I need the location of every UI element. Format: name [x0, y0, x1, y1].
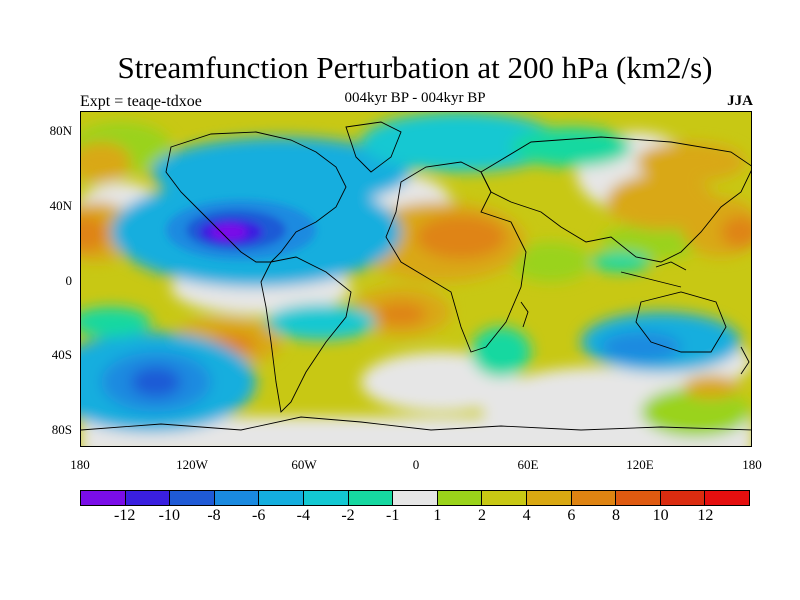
colorbar-tick-label: 2: [478, 507, 486, 524]
colorbar-tick-label: -8: [207, 507, 221, 524]
colorbar-swatch: [615, 491, 660, 505]
experiment-label: Expt = teaqe-tdxoe: [80, 93, 202, 110]
colorbar-swatch: [436, 491, 482, 505]
y-tick-label: 40S: [51, 347, 72, 362]
caribbean-low: [166, 200, 316, 260]
colorbar-tick-label: -2: [341, 507, 355, 524]
x-tick-label: 120W: [176, 457, 208, 472]
season-label: JJA: [727, 93, 753, 109]
colorbar-swatch: [347, 491, 393, 505]
colorbar-swatch: [704, 491, 749, 505]
colorbar-swatch: [213, 491, 259, 505]
map-panel: [80, 111, 752, 447]
colorbar-tick-label: 4: [522, 507, 531, 524]
map-svg: [81, 112, 751, 446]
y-tick-label: 80S: [51, 422, 72, 437]
colorbar-swatch: [81, 491, 125, 505]
colorbar-tick-label: -1: [385, 507, 400, 524]
x-tick-label: 120E: [626, 457, 654, 472]
colorbar-swatch: [124, 491, 170, 505]
colorbar-tick-label: -10: [158, 507, 180, 524]
colorbar-tick-label: 8: [612, 507, 620, 524]
x-tick-label: 60W: [291, 457, 317, 472]
colorbar-swatch: [392, 491, 437, 505]
y-tick-label: 80N: [49, 123, 72, 138]
colorbar-tick-label: -12: [113, 507, 136, 524]
plot-subtitle: 004kyr BP - 004kyr BP: [344, 90, 486, 106]
x-tick-label: 180: [70, 457, 90, 472]
y-tick-label: 0: [65, 273, 73, 288]
x-tick-label: 180: [742, 457, 762, 472]
colorbar-tick-label: 6: [567, 507, 576, 524]
colorbar: [80, 490, 750, 506]
colorbar-tick-label: 1: [433, 507, 442, 524]
colorbar-tick-label: -4: [296, 507, 310, 524]
plot-title: Streamfunction Perturbation at 200 hPa (…: [117, 50, 713, 85]
x-tick-label: 60E: [517, 457, 539, 472]
colorbar-swatch: [481, 491, 526, 505]
colorbar-swatch: [525, 491, 571, 505]
colorbar-swatch: [570, 491, 616, 505]
x-tick-label: 0: [412, 457, 420, 472]
colorbar-swatch: [258, 491, 303, 505]
y-tick-label: 40N: [49, 198, 72, 213]
colorbar-tick-label: 12: [697, 507, 714, 524]
colorbar-tick-label: -6: [251, 507, 266, 524]
colorbar-tick-label: 10: [652, 507, 669, 524]
colorbar-swatch: [302, 491, 348, 505]
colorbar-swatch: [169, 491, 214, 505]
coastlines: [81, 121, 751, 431]
colorbar-swatch: [659, 491, 705, 505]
